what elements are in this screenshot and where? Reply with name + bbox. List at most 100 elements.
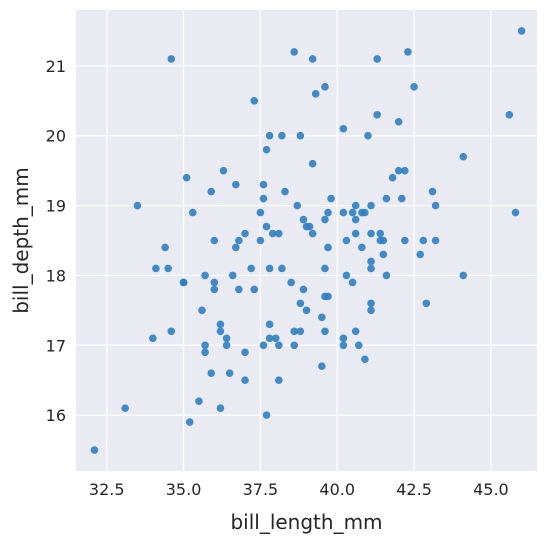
y-tick-label: 21 (46, 57, 66, 76)
x-tick-label: 37.5 (243, 480, 279, 499)
data-point (324, 243, 332, 252)
data-point (250, 97, 259, 105)
data-point (404, 48, 412, 56)
data-point (321, 83, 329, 91)
data-point (235, 236, 243, 245)
data-point (185, 418, 194, 426)
data-point (511, 208, 520, 217)
data-point (275, 376, 283, 384)
gridlines (76, 10, 537, 471)
data-point (367, 306, 375, 315)
data-point (133, 201, 142, 210)
data-point (354, 341, 363, 350)
data-point (308, 229, 317, 238)
y-tick-label: 20 (46, 127, 66, 146)
data-point (207, 369, 216, 378)
data-point (397, 194, 406, 203)
data-point (351, 229, 360, 238)
data-point (296, 299, 305, 308)
data-point (318, 313, 326, 322)
data-point (265, 131, 274, 140)
y-tick-labels: 16 17 18 19 20 21 (46, 57, 66, 425)
data-point (339, 208, 348, 217)
data-point (367, 264, 375, 273)
data-point (216, 404, 225, 412)
data-points (90, 27, 526, 454)
data-point (201, 348, 209, 357)
data-point (373, 55, 381, 63)
data-point (299, 285, 308, 294)
data-point (241, 376, 249, 384)
data-point (410, 83, 418, 91)
y-axis-label: bill_depth_mm (9, 167, 33, 314)
data-point (262, 145, 271, 154)
data-point (348, 278, 357, 287)
plot-area (76, 10, 537, 471)
y-tick-label: 19 (46, 197, 66, 216)
data-point (459, 271, 468, 280)
data-point (167, 55, 176, 63)
data-point (210, 285, 219, 294)
data-point (401, 236, 409, 245)
data-point (308, 159, 317, 168)
data-point (225, 369, 234, 378)
data-point (296, 327, 305, 336)
data-point (290, 327, 299, 336)
y-tick-label: 17 (46, 336, 66, 355)
data-point (262, 411, 271, 419)
data-point (321, 264, 329, 273)
data-point (152, 264, 160, 273)
data-point (367, 257, 375, 266)
data-point (505, 110, 514, 119)
data-point (167, 327, 176, 336)
data-point (232, 180, 240, 189)
data-point (247, 264, 255, 273)
data-point (459, 152, 468, 161)
data-point (265, 264, 274, 273)
data-point (281, 187, 289, 196)
data-point (222, 334, 231, 343)
data-point (367, 201, 375, 210)
data-point (219, 166, 228, 175)
data-point (299, 215, 308, 224)
data-point (164, 264, 172, 273)
data-point (241, 348, 249, 357)
data-point (351, 215, 360, 224)
data-point (376, 229, 385, 238)
x-tick-label: 42.5 (396, 480, 432, 499)
data-point (262, 222, 271, 231)
data-point (241, 229, 249, 238)
data-point (364, 131, 372, 140)
data-point (161, 243, 169, 252)
data-point (222, 341, 231, 350)
data-point (290, 48, 299, 56)
data-point (382, 194, 391, 203)
data-point (342, 236, 351, 245)
data-point (324, 208, 332, 217)
x-tick-label: 40.0 (319, 480, 355, 499)
data-point (256, 208, 265, 217)
data-point (201, 271, 209, 280)
data-point (394, 117, 403, 126)
data-point (216, 320, 225, 329)
data-point (210, 236, 219, 245)
x-tick-label: 45.0 (473, 480, 509, 499)
data-point (342, 271, 351, 280)
data-point (416, 250, 425, 259)
data-point (265, 320, 274, 329)
data-point (290, 341, 299, 350)
data-point (367, 229, 375, 238)
data-point (422, 299, 431, 308)
data-point (271, 334, 280, 343)
data-point (327, 194, 335, 203)
data-point (259, 341, 268, 350)
data-point (431, 236, 440, 245)
data-point (321, 327, 329, 336)
data-point (287, 278, 295, 287)
data-point (296, 131, 305, 140)
data-point (121, 404, 129, 412)
data-point (367, 299, 375, 308)
data-point (321, 215, 329, 224)
data-point (311, 90, 320, 98)
